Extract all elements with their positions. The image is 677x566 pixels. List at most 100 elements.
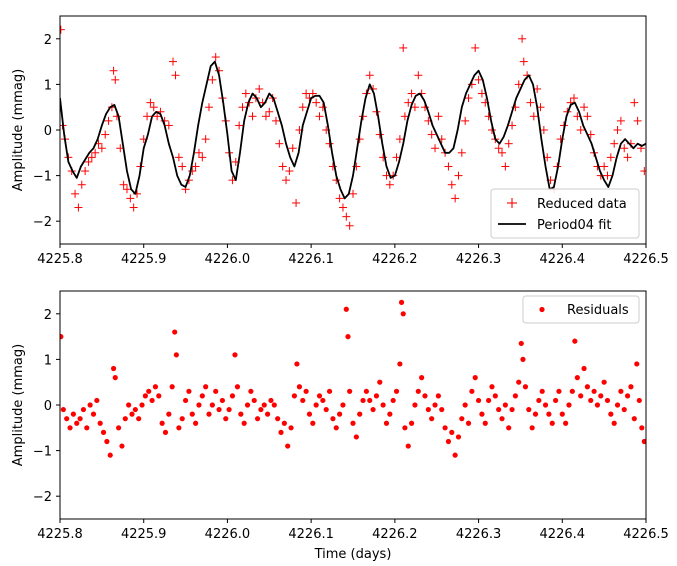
data-point-plus (603, 171, 612, 180)
residual-point (294, 361, 300, 367)
residual-point (238, 411, 244, 417)
residual-point (393, 388, 400, 394)
residual-point (601, 379, 607, 385)
residual-point (350, 420, 356, 426)
data-point-plus (620, 144, 629, 153)
data-point-plus (97, 144, 106, 153)
residual-point (229, 393, 236, 399)
bottom-y-tick-label: −1 (33, 445, 52, 460)
residual-point (459, 416, 465, 422)
residual-point (462, 402, 468, 408)
residual-point (522, 384, 529, 390)
residual-point (634, 361, 640, 367)
data-point-plus (451, 194, 460, 203)
legend-plus-marker (507, 198, 517, 208)
data-point-plus (498, 148, 507, 157)
top-y-tick-label: −1 (33, 170, 52, 185)
data-point-plus (60, 25, 65, 34)
residual-point (536, 397, 542, 404)
residual-point (271, 402, 277, 408)
residual-point (162, 429, 169, 435)
residual-point (345, 334, 351, 340)
residual-point (306, 411, 313, 417)
residual-point (100, 429, 107, 435)
data-point-plus (282, 176, 291, 185)
data-point-plus (84, 157, 93, 166)
data-point-plus (335, 194, 344, 203)
data-point-plus (519, 57, 528, 66)
residual-point (469, 388, 475, 394)
residual-point (343, 306, 349, 312)
residual-point (300, 397, 306, 404)
residual-point (196, 402, 202, 408)
data-point-plus (338, 203, 347, 212)
residual-point (340, 402, 346, 408)
data-point-plus (576, 126, 585, 134)
data-point-plus (365, 71, 374, 80)
residual-point (387, 411, 393, 417)
bottom-x-tick-label: 4226.4 (540, 527, 586, 542)
bottom-x-tick-label: 4225.8 (37, 527, 83, 542)
data-point-plus (399, 43, 408, 52)
residual-point (439, 406, 445, 413)
data-point-plus (501, 162, 510, 171)
bottom-x-ticks: 4225.8 4225.9 4226.0 4226.1 4226.2 4226.3 4226… (37, 519, 669, 542)
data-point-plus (74, 203, 83, 212)
residual-point (367, 397, 373, 404)
bottom-y-tick-label: −2 (33, 490, 52, 505)
data-point-plus (444, 162, 453, 171)
residual-point (156, 393, 162, 399)
legend-label-reduced-data: Reduced data (537, 197, 627, 212)
residual-point (330, 416, 336, 422)
data-point-plus (285, 167, 294, 176)
residual-point (110, 365, 117, 372)
data-point-plus (477, 89, 486, 98)
residual-point (390, 397, 396, 404)
residual-point (126, 402, 132, 408)
residual-point (254, 416, 261, 422)
residual-point (303, 388, 309, 394)
data-point-plus (407, 89, 416, 98)
residual-point (449, 429, 455, 435)
residual-point (323, 406, 329, 413)
residual-point (614, 402, 621, 408)
residual-point (425, 406, 431, 413)
residual-point (415, 388, 421, 394)
data-point-plus (201, 135, 210, 144)
data-point-plus (126, 194, 135, 203)
bottom-y-axis-label: Amplitude (mmag) (11, 344, 26, 466)
top-legend-box (490, 188, 640, 239)
data-point-plus (261, 112, 270, 121)
residual-point (193, 420, 199, 426)
residual-point (492, 393, 498, 399)
residual-point (624, 393, 631, 399)
residual-point (166, 411, 172, 417)
top-fit-layer (60, 60, 646, 200)
data-point-plus (630, 98, 639, 107)
residual-point (581, 365, 587, 372)
residual-point (482, 420, 488, 426)
residual-point (234, 384, 241, 390)
residual-point (518, 340, 524, 347)
residual-point (520, 356, 526, 362)
data-point-plus (111, 75, 120, 84)
data-point-plus (529, 112, 538, 121)
residual-point (631, 416, 637, 422)
bottom-x-tick-label: 4226.1 (288, 527, 334, 542)
data-point-plus (77, 180, 86, 189)
residual-point (97, 420, 103, 426)
residual-point (591, 388, 597, 394)
residual-point (542, 402, 549, 408)
data-point-plus (205, 103, 214, 112)
data-point-plus (312, 98, 321, 107)
residual-point (226, 406, 232, 413)
residual-point (639, 425, 645, 431)
residual-point (489, 384, 495, 390)
residual-point (261, 402, 267, 408)
fit-line (60, 60, 646, 200)
residual-point (248, 388, 254, 394)
data-point-plus (318, 103, 327, 112)
data-point-plus (414, 71, 423, 80)
bottom-x-axis-label: Time (days) (314, 547, 392, 562)
